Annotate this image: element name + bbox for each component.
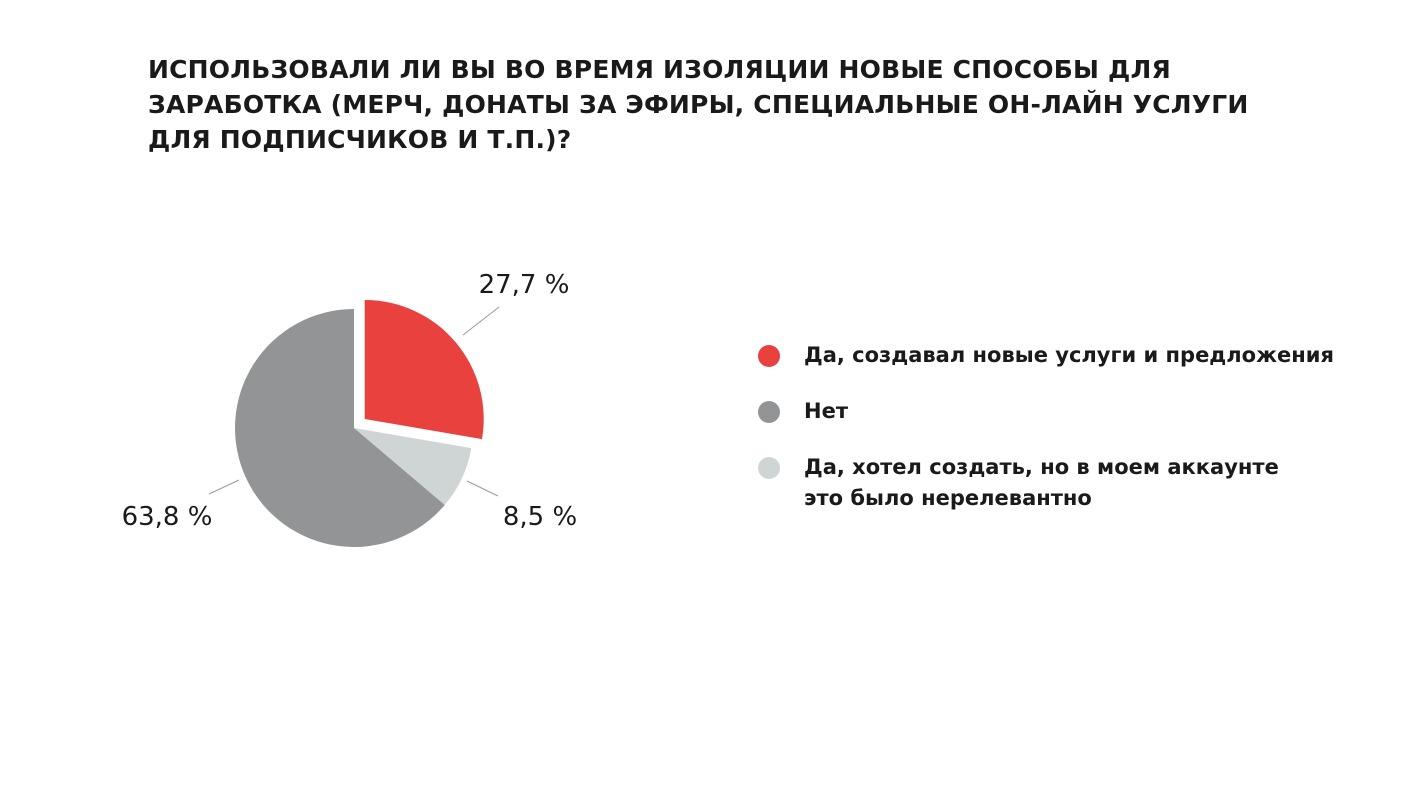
legend-swatch	[758, 401, 780, 423]
leader-line	[462, 306, 500, 336]
legend-label-line: Да, хотел создать, но в моем аккаунте	[804, 455, 1279, 479]
legend-label-line: это было нерелевантно	[804, 486, 1092, 510]
slice-label: 27,7 %	[479, 270, 570, 300]
legend-item: Да, хотел создать, но в моем аккаунте это…	[758, 452, 1398, 514]
chart-title: ИСПОЛЬЗОВАЛИ ЛИ ВЫ ВО ВРЕМЯ ИЗОЛЯЦИИ НОВ…	[148, 52, 1268, 157]
slice-label: 63,8 %	[122, 502, 213, 532]
pie-slice	[354, 428, 472, 505]
legend-item: Да, создавал новые услуги и предложения	[758, 340, 1398, 371]
chart-title-line: ДЛЯ ПОДПИСЧИКОВ И Т.П.)?	[148, 125, 572, 154]
legend: Да, создавал новые услуги и предложения Н…	[758, 340, 1398, 539]
pie-slice	[235, 309, 445, 547]
legend-label-line: Да, создавал новые услуги и предложения	[804, 343, 1334, 367]
leader-line	[466, 480, 499, 497]
legend-item: Нет	[758, 396, 1398, 427]
pie-chart: 27,7 % 8,5 % 63,8 %	[122, 270, 577, 547]
legend-swatch	[758, 457, 780, 479]
pie-slice	[364, 299, 484, 440]
chart-title-line: ЗАРАБОТКА (МЕРЧ, ДОНАТЫ ЗА ЭФИРЫ, СПЕЦИА…	[148, 90, 1249, 119]
legend-label: Да, создавал новые услуги и предложения	[804, 340, 1398, 371]
legend-label: Да, хотел создать, но в моем аккаунте это…	[804, 452, 1398, 514]
legend-swatch	[758, 345, 780, 367]
chart-title-line: ИСПОЛЬЗОВАЛИ ЛИ ВЫ ВО ВРЕМЯ ИЗОЛЯЦИИ НОВ…	[148, 55, 1171, 84]
leader-line	[208, 479, 240, 495]
legend-label-line: Нет	[804, 399, 848, 423]
slice-label: 8,5 %	[503, 502, 577, 532]
legend-label: Нет	[804, 396, 1398, 427]
